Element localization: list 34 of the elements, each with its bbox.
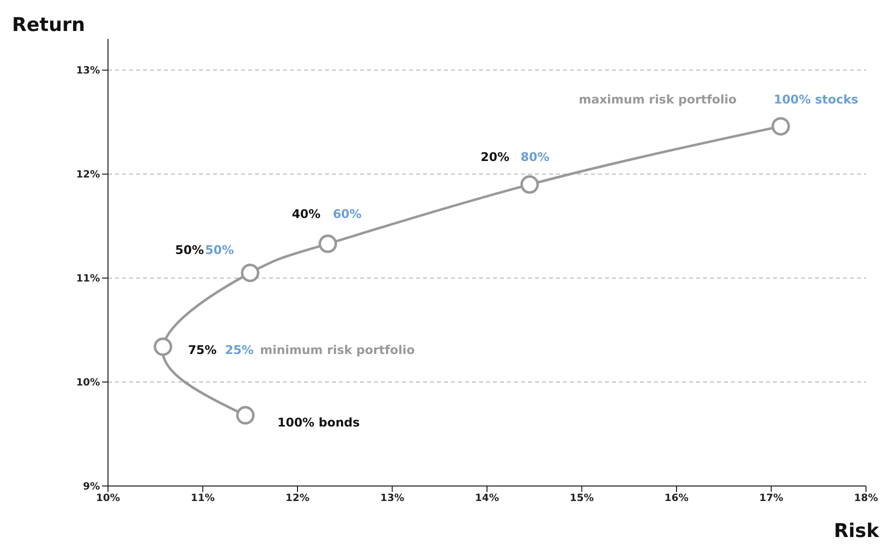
annotation: 100% bonds (277, 416, 360, 430)
annotation: 100% stocks (774, 92, 858, 107)
annotation: 50% (205, 243, 234, 258)
point (318, 234, 338, 254)
annotation: 80% (520, 150, 550, 164)
annotation: 25% (224, 342, 254, 357)
annotation: 20% (480, 150, 510, 164)
point (236, 406, 255, 425)
annotation: maximum risk portfolio (578, 92, 737, 107)
point (771, 117, 790, 136)
x-tick-label: 18% (854, 493, 878, 504)
x-tick-label: 13% (380, 493, 404, 504)
annotation: 75% (188, 342, 217, 357)
y-axis-title: Return (12, 14, 86, 36)
x-tick-label: 12% (286, 493, 310, 504)
annotation: 60% (332, 207, 362, 222)
x-tick-label: 17% (759, 493, 784, 504)
annotation: 50% (175, 243, 204, 258)
x-tick-label: 15% (570, 493, 594, 504)
x-tick-label: 16% (664, 493, 688, 504)
x-tick-label: 10% (96, 493, 120, 504)
y-tick-label: 12% (76, 170, 100, 181)
point (240, 264, 260, 282)
annotation: 40% (292, 207, 321, 222)
x-tick-label: 11% (190, 493, 215, 504)
x-axis-title: Risk (834, 520, 879, 542)
point (154, 337, 172, 356)
y-tick-label: 13% (76, 66, 100, 77)
point (520, 175, 539, 194)
x-tick-label: 14% (475, 493, 499, 504)
y-tick-label: 10% (76, 378, 100, 389)
y-tick-label: 9% (83, 482, 100, 493)
y-tick-label: 11% (76, 274, 100, 285)
annotation: minimum risk portfolio (260, 342, 415, 357)
